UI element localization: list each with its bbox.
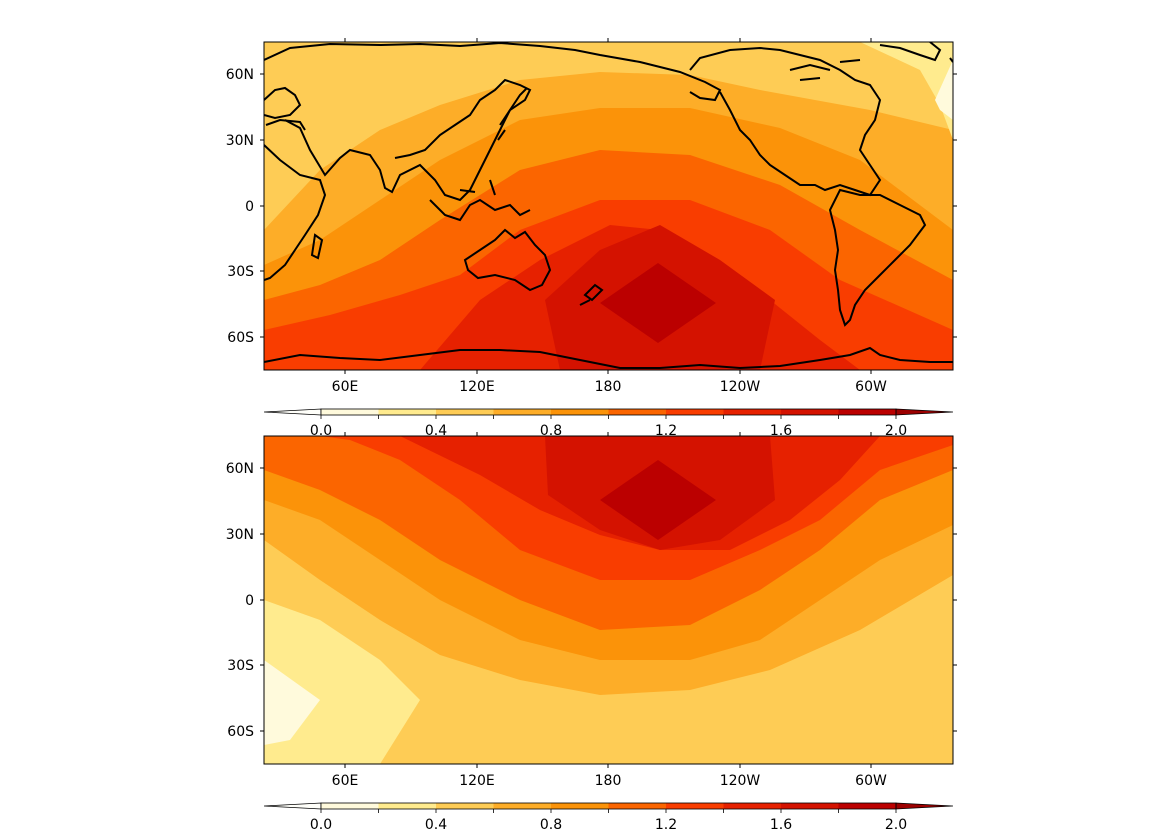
colorbar-tick-label: 0.0 (310, 817, 332, 830)
colorbar-tick-label: 2.0 (885, 423, 907, 439)
colorbar-extend-min (263, 408, 322, 416)
lat-label: 30S (227, 264, 254, 280)
colorbar-extend-max (895, 802, 954, 810)
lat-label: 30N (226, 527, 254, 543)
lat-label: 0 (245, 199, 254, 215)
lon-label: 60W (855, 773, 887, 789)
lat-ticks-top (260, 38, 957, 374)
lat-label: 60N (226, 67, 254, 83)
lat-label: 60S (227, 724, 254, 740)
colorbar-tick-label: 0.4 (425, 423, 447, 439)
lon-label: 60E (332, 379, 359, 395)
colorbar-extend-max (895, 408, 954, 416)
coastline-eurasia (264, 42, 722, 202)
coastline-north-america (689, 46, 882, 197)
lon-label: 180 (595, 773, 622, 789)
lon-label: 60E (332, 773, 359, 789)
colorbar-segment (666, 409, 724, 415)
colorbar-segment (321, 803, 379, 809)
contour-band (264, 42, 953, 230)
coastline-south-america (828, 188, 927, 327)
lat-label: 0 (245, 593, 254, 609)
contour-field-bottom (264, 436, 953, 764)
colorbar-tick-label: 0.8 (540, 423, 562, 439)
contour-band (264, 600, 420, 764)
colorbar-segment (781, 409, 839, 415)
lat-label: 30N (226, 133, 254, 149)
lat-label: 60S (227, 330, 254, 346)
colorbar-segment (781, 803, 839, 809)
lon-label: 120W (720, 773, 761, 789)
contour-band (264, 660, 320, 745)
colorbar-segment (838, 803, 897, 809)
coastline-japan (497, 87, 528, 141)
contour-band (264, 540, 953, 764)
coastline-australia (463, 228, 552, 292)
colorbar-segment (551, 803, 609, 809)
colorbar-segment (493, 409, 552, 415)
colorbar-tick-label: 1.2 (655, 423, 677, 439)
coastline-europe (264, 86, 306, 131)
coastline-new-zealand (579, 283, 604, 306)
colorbar-segment (493, 803, 552, 809)
colorbar-segment (608, 409, 667, 415)
colorbar-segment (608, 803, 667, 809)
colorbar-segment (378, 409, 437, 415)
coastline-antarctica (264, 346, 953, 370)
colorbar-tick-label: 0.8 (540, 817, 562, 830)
colorbar-segment (838, 409, 897, 415)
colorbar-segment (321, 409, 379, 415)
map-panel-bottom: 60N 30N 0 30S 60S 60E 120E 180 120W 60W (226, 432, 957, 789)
colorbar-segment (436, 803, 494, 809)
lon-label: 180 (595, 379, 622, 395)
coastline-indonesia (429, 179, 531, 222)
colorbar-tick-label: 2.0 (885, 817, 907, 830)
colorbar-segment (666, 803, 724, 809)
coastline-madagascar (310, 233, 324, 260)
contour-band (600, 460, 716, 540)
colorbar-tick-label: 1.6 (770, 817, 792, 830)
coastline-africa (264, 144, 327, 281)
colorbar-segment (378, 803, 437, 809)
coastlines-top (264, 42, 953, 370)
map-panel-top: 60N 30N 0 30S 60S 60E 120E 180 120W 60W (226, 38, 957, 395)
lon-label: 120E (459, 773, 495, 789)
lat-ticks-bottom (260, 432, 957, 768)
colorbar-segment (723, 803, 782, 809)
lat-label: 30S (227, 658, 254, 674)
lon-label: 60W (855, 379, 887, 395)
colorbar-extend-min (263, 802, 322, 810)
contour-band (860, 42, 953, 140)
contour-band (935, 60, 953, 120)
colorbar-tick-label: 0.0 (310, 423, 332, 439)
colorbar-bottom: 0.0 0.4 0.8 1.2 1.6 2.0 (263, 802, 954, 830)
contour-band (930, 640, 953, 764)
lat-label: 60N (226, 461, 254, 477)
colorbar-top: 0.0 0.4 0.8 1.2 1.6 2.0 (263, 408, 954, 439)
colorbar-tick-label: 1.2 (655, 817, 677, 830)
coastline-arctic-islands (789, 59, 861, 81)
contour-field-top (264, 42, 953, 370)
colorbar-segment (436, 409, 494, 415)
lon-label: 120E (459, 379, 495, 395)
colorbar-tick-label: 1.6 (770, 423, 792, 439)
colorbar-segment (551, 409, 609, 415)
colorbar-tick-label: 0.4 (425, 817, 447, 830)
colorbar-segment (723, 409, 782, 415)
contour-band (600, 263, 716, 343)
lon-label: 120W (720, 379, 761, 395)
